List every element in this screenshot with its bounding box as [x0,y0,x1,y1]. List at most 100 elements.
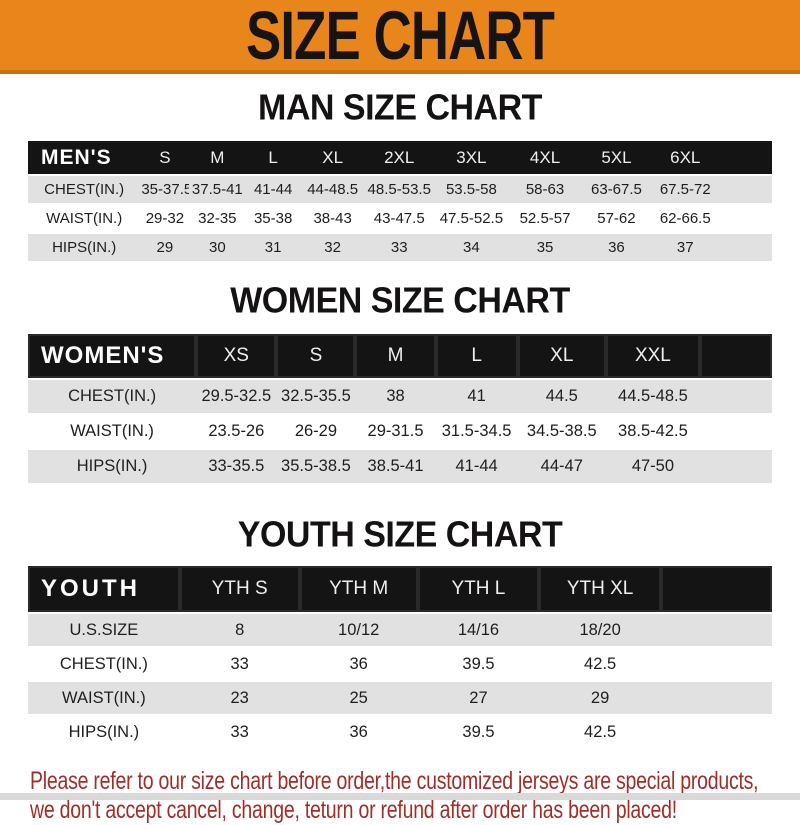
table-header-label: MEN'S [28,141,141,174]
value-cell: 33 [179,648,300,680]
value-cell: 18/20 [539,614,662,646]
value-cell: 33 [179,716,300,748]
size-table-men: MEN'S S M L XL 2XL 3XL 4XL 5XL 6XL CHEST(IN.) 35-37… [28,139,772,263]
column-header: XS [196,334,277,378]
column-header: YTH XL [539,566,662,612]
value-cell: 44-47 [517,450,607,483]
column-header: YTH S [179,566,300,612]
value-cell: 30 [189,234,246,261]
value-cell: 44.5-48.5 [606,380,700,413]
value-cell: 67.5-72 [651,176,720,203]
table-header-row: MEN'S S M L XL 2XL 3XL 4XL 5XL 6XL [28,141,772,174]
row-filler [661,716,772,748]
value-cell: 29 [539,682,662,714]
table-row: CHEST(IN.) 35-37.5 37.5-41 41-44 44-48.5 48.5… [28,176,772,203]
value-cell: 25 [299,682,418,714]
column-header: XL [517,334,607,378]
table-row: CHEST(IN.) 29.5-32.5 32.5-35.5 38 41 44.5 44.5… [28,380,772,413]
column-header: S [140,141,190,174]
value-cell: 32.5-35.5 [276,380,356,413]
banner: SIZE CHART [0,0,800,74]
disclaimer-line-wrap: Please refer to our size chart before or… [30,767,800,796]
value-cell: 41-44 [435,450,518,483]
table-row: CHEST(IN.) 33 36 39.5 42.5 [28,648,772,680]
value-cell: 36 [299,648,418,680]
size-table-women: WOMEN'S XS S M L XL XXL CHEST(IN.) 29.5-32.5 32.5… [28,332,772,485]
column-header: YTH M [299,566,418,612]
row-filler [661,682,772,714]
value-cell: 42.5 [539,648,662,680]
value-cell: 26-29 [276,415,356,448]
value-cell: 53.5-58 [434,176,509,203]
value-cell: 32 [301,234,365,261]
value-cell: 33 [364,234,435,261]
disclaimer-line-wrap: we don't accept cancel, change, teturn o… [30,796,800,825]
value-cell: 36 [299,716,418,748]
row-label: U.S.SIZE [28,614,180,646]
row-filler [699,380,772,413]
value-cell: 33-35.5 [196,450,277,483]
value-cell: 52.5-57 [508,205,582,232]
value-cell: 35.5-38.5 [276,450,356,483]
row-label: HIPS(IN.) [28,450,197,483]
disclaimer-line-1: Please refer to our size chart before or… [30,767,759,795]
row-filler [661,614,772,646]
value-cell: 35-37.5 [140,176,190,203]
value-cell: 39.5 [417,648,540,680]
value-cell: 31.5-34.5 [435,415,518,448]
table-row: HIPS(IN.) 29 30 31 32 33 34 35 36 37 [28,234,772,261]
value-cell: 44-48.5 [301,176,365,203]
table-row: HIPS(IN.) 33 36 39.5 42.5 [28,716,772,748]
row-label: CHEST(IN.) [28,648,180,680]
column-header: S [276,334,356,378]
value-cell: 32-35 [189,205,246,232]
row-filler [699,450,772,483]
table-header-row: YOUTH YTH S YTH M YTH L YTH XL [28,566,772,612]
value-cell: 58-63 [508,176,582,203]
value-cell: 29.5-32.5 [196,380,277,413]
disclaimer-line-2: we don't accept cancel, change, teturn o… [30,796,677,824]
header-filler [719,141,772,174]
column-header: 6XL [651,141,720,174]
value-cell: 38.5-42.5 [606,415,700,448]
value-cell: 38-43 [301,205,365,232]
value-cell: 10/12 [299,614,418,646]
row-label: HIPS(IN.) [28,716,180,748]
value-cell: 44.5 [517,380,607,413]
value-cell: 36 [581,234,652,261]
column-header: XL [301,141,365,174]
section-heading-women: WOMEN SIZE CHART [230,280,570,322]
table-header-label: WOMEN'S [28,334,197,378]
row-label: CHEST(IN.) [28,176,141,203]
table-header-row: WOMEN'S XS S M L XL XXL [28,334,772,378]
value-cell: 39.5 [417,716,540,748]
column-header: L [435,334,518,378]
table-row: WAIST(IN.) 29-32 32-35 35-38 38-43 43-47.5 47.… [28,205,772,232]
table-row: HIPS(IN.) 33-35.5 35.5-38.5 38.5-41 41-44 44-… [28,450,772,483]
table-header-label: YOUTH [28,566,180,612]
row-label: WAIST(IN.) [28,205,141,232]
value-cell: 23.5-26 [196,415,277,448]
column-header: 2XL [364,141,435,174]
row-filler [661,648,772,680]
value-cell: 41-44 [245,176,302,203]
value-cell: 47-50 [606,450,700,483]
row-filler [719,176,772,203]
value-cell: 29-32 [140,205,190,232]
value-cell: 23 [179,682,300,714]
value-cell: 34 [434,234,509,261]
value-cell: 48.5-53.5 [364,176,435,203]
column-header: M [355,334,436,378]
column-header: L [245,141,302,174]
row-label: HIPS(IN.) [28,234,141,261]
row-label: CHEST(IN.) [28,380,197,413]
column-header: XXL [606,334,700,378]
value-cell: 31 [245,234,302,261]
table-row: WAIST(IN.) 23 25 27 29 [28,682,772,714]
bottom-strip [0,793,800,800]
value-cell: 42.5 [539,716,662,748]
size-table-youth: YOUTH YTH S YTH M YTH L YTH XL U.S.SIZE 8 10/12… [28,564,772,750]
value-cell: 29-31.5 [355,415,436,448]
value-cell: 37 [651,234,720,261]
